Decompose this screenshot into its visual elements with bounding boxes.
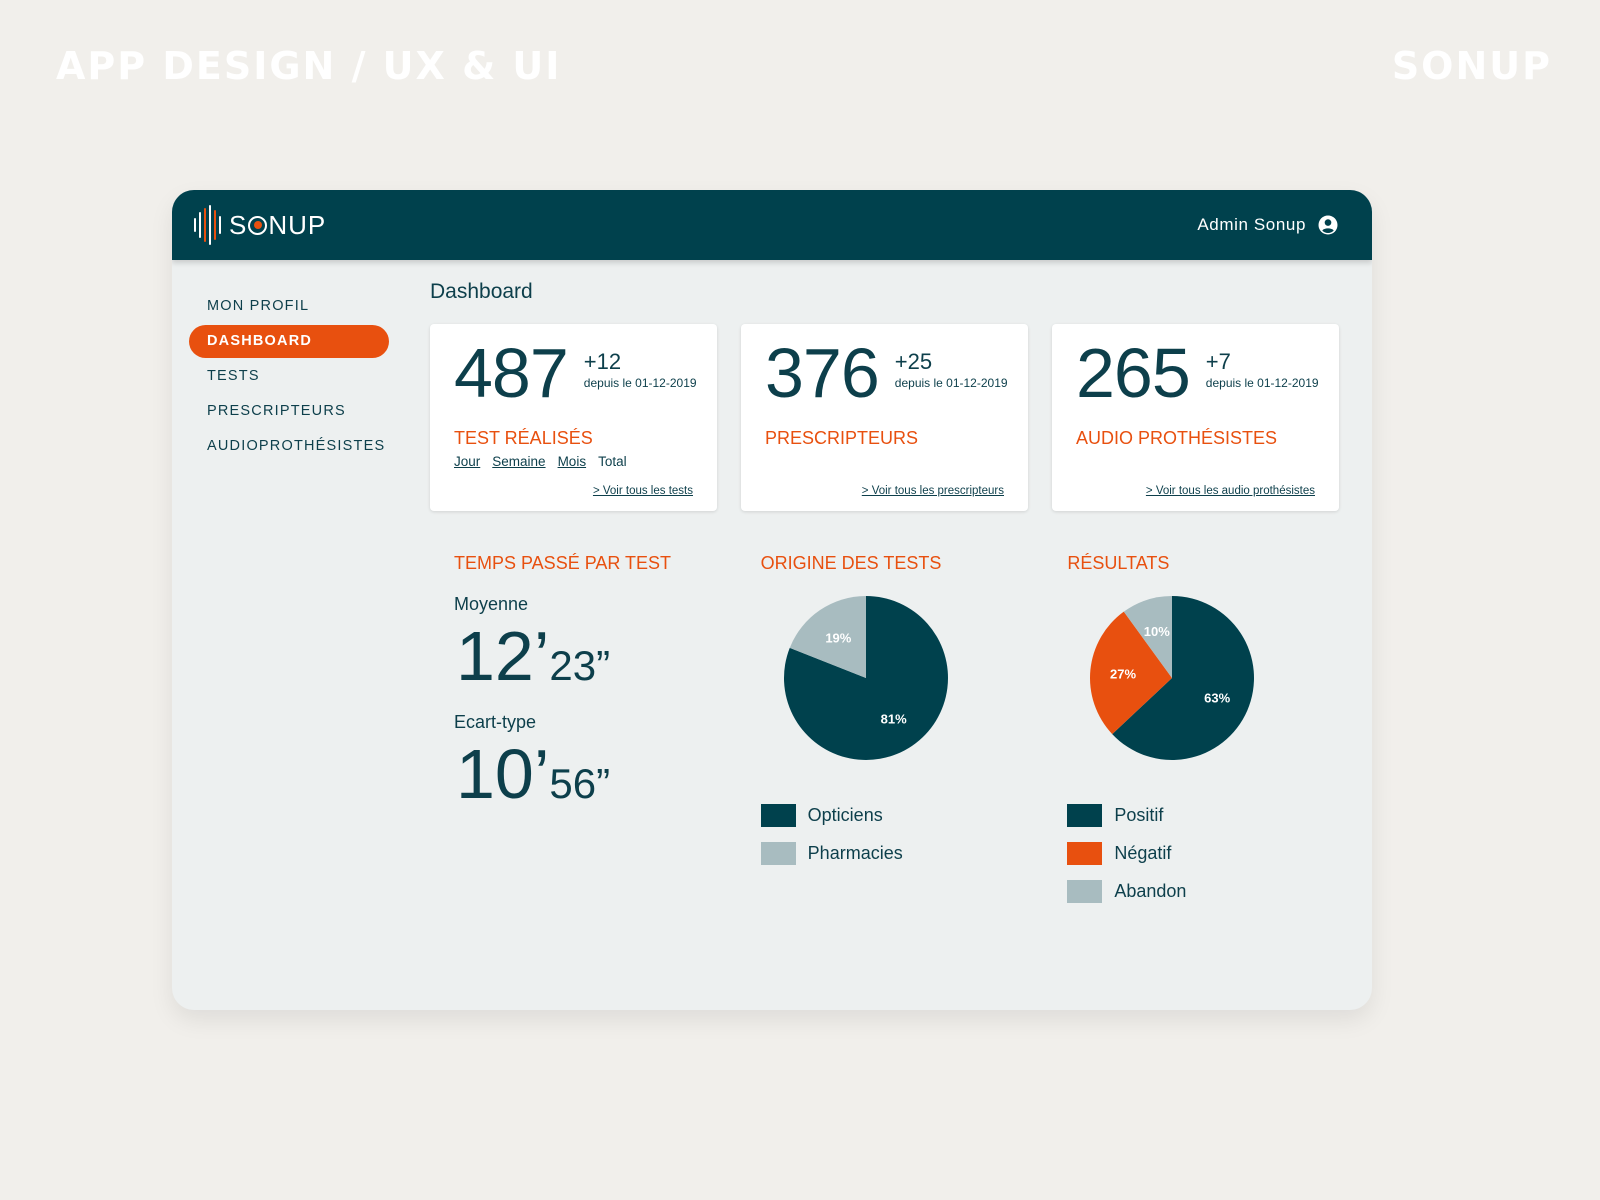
stat-card-prescripteurs: 376 +25 depuis le 01-12-2019 PRESCRIPTEU…	[741, 324, 1028, 511]
app-header: S NUP Admin Sonup	[172, 190, 1372, 260]
legend-label: Positif	[1114, 804, 1164, 825]
std-seconds: 56”	[549, 760, 611, 807]
sidebar-item-tests[interactable]: TESTS	[207, 368, 260, 384]
stat-delta: +12	[583, 349, 622, 374]
main-content: Dashboard 487 +12 depuis le 01-12-2019 T…	[430, 280, 1350, 910]
stat-label: PRESCRIPTEURS	[765, 428, 919, 448]
period-mois-link[interactable]: Mois	[557, 454, 587, 469]
account-circle-icon	[1318, 215, 1338, 235]
mean-minutes: 12’	[456, 617, 550, 695]
pie-slice-positif	[1112, 596, 1255, 760]
std-label: Ecart-type	[454, 712, 537, 732]
sidebar-item-dashboard[interactable]: DASHBOARD	[189, 325, 389, 358]
see-all-tests-link[interactable]: > Voir tous les tests	[592, 485, 693, 497]
pie-label-negatif: 27%	[1110, 666, 1136, 681]
sidebar-item-prescripteurs[interactable]: PRESCRIPTEURS	[207, 403, 346, 419]
section-title: ORIGINE DES TESTS	[760, 553, 942, 573]
mean-label: Moyenne	[454, 594, 529, 614]
pie-label-opticiens: 81%	[880, 712, 906, 727]
legend-item-opticiens: Opticiens	[760, 796, 1044, 834]
period-semaine-link[interactable]: Semaine	[492, 454, 546, 469]
sidebar-nav: MON PROFIL DASHBOARD TESTS PRESCRIPTEURS…	[189, 290, 389, 465]
results-legend: Positif Négatif Abandon	[1067, 796, 1350, 910]
stat-delta: +25	[894, 349, 933, 374]
std-value: 10’56”	[456, 739, 737, 809]
sidebar-item-audioprothesistes[interactable]: AUDIOPROTHÉSISTES	[207, 438, 386, 454]
stat-since: depuis le 01-12-2019	[894, 376, 1008, 390]
stat-label: AUDIO PROTHÉSISTES	[1076, 428, 1278, 448]
see-all-prescripteurs-link[interactable]: > Voir tous les prescripteurs	[861, 485, 1004, 497]
stat-since: depuis le 01-12-2019	[583, 376, 697, 390]
legend-swatch	[1067, 803, 1103, 827]
legend-swatch	[760, 841, 796, 865]
mean-seconds: 23”	[549, 642, 611, 689]
soundwave-icon	[194, 205, 221, 245]
period-total[interactable]: Total	[598, 454, 627, 469]
app-window: S NUP Admin Sonup MON PROFIL DASHBOARD TE…	[172, 190, 1372, 1010]
stat-card-tests: 487 +12 depuis le 01-12-2019 TEST RÉALIS…	[430, 324, 717, 511]
legend-label: Opticiens	[807, 804, 883, 825]
page-title: Dashboard	[430, 280, 533, 303]
sidebar-item-mon-profil[interactable]: MON PROFIL	[207, 298, 310, 314]
pie-label-pharmacies: 19%	[825, 630, 851, 645]
user-menu[interactable]: Admin Sonup	[1197, 215, 1338, 235]
user-name: Admin Sonup	[1197, 215, 1306, 234]
results-chart-panel: RÉSULTATS 63% 27% 10% Positif Négatif Abando…	[1043, 553, 1350, 910]
pie-slice-abandon	[1124, 596, 1173, 678]
legend-label: Abandon	[1114, 880, 1187, 901]
stat-card-audioprothesistes: 265 +7 depuis le 01-12-2019 AUDIO PROTHÉ…	[1052, 324, 1339, 511]
period-jour-link[interactable]: Jour	[454, 454, 481, 469]
origin-pie-chart: 81% 19%	[782, 594, 950, 762]
std-minutes: 10’	[456, 735, 550, 813]
stat-cards: 487 +12 depuis le 01-12-2019 TEST RÉALIS…	[430, 324, 1350, 511]
legend-label: Pharmacies	[807, 842, 903, 863]
brand-logo[interactable]: S NUP	[194, 205, 326, 245]
legend-item-negatif: Négatif	[1067, 834, 1350, 872]
period-filter: Jour Semaine Mois Total	[454, 454, 717, 469]
stat-value: 376	[765, 334, 880, 412]
origin-legend: Opticiens Pharmacies	[760, 796, 1044, 872]
results-pie-svg: 63% 27% 10%	[1090, 596, 1255, 760]
stat-delta: +7	[1205, 349, 1231, 374]
stat-label: TEST RÉALISÉS	[454, 428, 593, 448]
mean-value: 12’23”	[456, 621, 737, 691]
section-title: RÉSULTATS	[1067, 553, 1170, 573]
origin-chart-panel: ORIGINE DES TESTS 81% 19% Opticiens Pharma…	[737, 553, 1044, 910]
pie-label-abandon: 10%	[1144, 624, 1170, 639]
pie-slice-pharmacies	[789, 596, 866, 678]
legend-swatch	[1067, 841, 1103, 865]
origin-pie-svg: 81% 19%	[783, 596, 948, 760]
charts-row: TEMPS PASSÉ PAR TEST Moyenne 12’23” Ecar…	[430, 553, 1350, 910]
pie-slice-negatif	[1090, 611, 1173, 735]
legend-swatch	[1067, 879, 1103, 903]
pie-label-positif: 63%	[1204, 691, 1230, 706]
section-title: TEMPS PASSÉ PAR TEST	[454, 553, 672, 573]
legend-item-abandon: Abandon	[1067, 872, 1350, 910]
time-per-test-panel: TEMPS PASSÉ PAR TEST Moyenne 12’23” Ecar…	[430, 553, 737, 910]
see-all-audioprothesistes-link[interactable]: > Voir tous les audio prothésistes	[1145, 485, 1315, 497]
legend-swatch	[760, 803, 796, 827]
legend-item-pharmacies: Pharmacies	[760, 834, 1044, 872]
stat-since: depuis le 01-12-2019	[1205, 376, 1319, 390]
page-caption-right: SONUP	[1391, 44, 1552, 88]
page-caption-left: APP DESIGN / UX & UI	[56, 44, 562, 88]
stat-value: 487	[454, 334, 569, 412]
results-pie-chart: 63% 27% 10%	[1088, 594, 1256, 762]
legend-item-positif: Positif	[1067, 796, 1350, 834]
stat-value: 265	[1076, 334, 1191, 412]
brand-name: S NUP	[229, 209, 327, 240]
legend-label: Négatif	[1114, 842, 1172, 863]
